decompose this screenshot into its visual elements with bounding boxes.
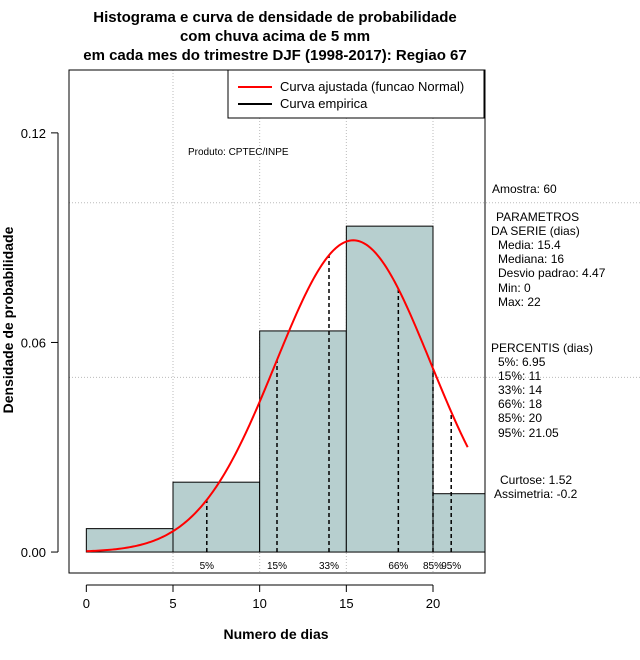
percentile-label: 33% [319, 561, 339, 572]
percentile-label: 5% [200, 561, 215, 572]
param-mediana: Mediana: 16 [498, 252, 564, 266]
histogram-bar [345, 225, 434, 553]
percentil-85: 85%: 20 [498, 411, 542, 425]
y-axis-label: Densidade de probabilidade [0, 226, 16, 413]
percentil-15: 15%: 11 [498, 369, 541, 383]
percentile-label: 85% [423, 561, 443, 572]
histogram-bar [259, 330, 347, 553]
param-min: Min: 0 [498, 281, 531, 295]
product-annotation: Produto: CPTEC/INPE [188, 147, 289, 158]
percentile-label: 95% [441, 561, 461, 572]
param-media: Media: 15.4 [498, 238, 561, 252]
y-tick-label: 0.00 [21, 545, 46, 560]
curtose-value: Curtose: 1.52 [500, 473, 572, 487]
axis-layer: 0 5 10 15 20 0.00 0.06 0.12 [21, 126, 441, 611]
y-tick-label: 0.12 [21, 126, 46, 141]
percentil-5: 5%: 6.95 [498, 355, 546, 369]
chart-title-line-1: Histograma e curva de densidade de proba… [93, 9, 456, 26]
x-tick-label: 20 [426, 596, 440, 611]
legend-box [227, 69, 485, 119]
percentil-33: 33%: 14 [498, 383, 542, 397]
curve-layer [86, 239, 469, 553]
bar-layer [85, 225, 486, 553]
chart-title-line-3: em cada mes do trimestre DJF (1998-2017)… [83, 47, 467, 64]
sample-size: Amostra: 60 [492, 182, 557, 196]
percentile-label: 66% [388, 561, 408, 572]
param-desvio: Desvio padrao: 4.47 [498, 266, 606, 280]
legend: Curva ajustada (funcao Normal) Curva emp… [227, 69, 485, 119]
histogram-bar [172, 481, 261, 553]
x-axis-label: Numero de dias [223, 626, 328, 642]
percentile-label: 15% [267, 561, 287, 572]
legend-label-empirical: Curva empirica [280, 96, 368, 111]
side-panel: Amostra: 60 PARAMETROS DA SERIE (dias) M… [491, 182, 606, 501]
normal-fit-curve [86, 239, 469, 553]
params-title-1: PARAMETROS [496, 210, 579, 224]
chart-title-line-2: com chuva acima de 5 mm [180, 28, 370, 45]
percentil-66: 66%: 18 [498, 397, 542, 411]
legend-label-normal: Curva ajustada (funcao Normal) [280, 79, 464, 94]
histogram-bar [432, 493, 486, 553]
percentile-layer: 5% 15% 33% 66% 85%95% [200, 255, 461, 572]
params-title-2: DA SERIE (dias) [491, 224, 580, 238]
percentis-title: PERCENTIS (dias) [491, 341, 593, 355]
x-tick-label: 0 [83, 596, 90, 611]
x-tick-label: 15 [339, 596, 353, 611]
percentil-95: 95%: 21.05 [498, 426, 559, 440]
param-max: Max: 22 [498, 295, 541, 309]
histogram-bar [85, 528, 174, 553]
assimetria-value: Assimetria: -0.2 [494, 487, 578, 501]
x-tick-label: 5 [169, 596, 176, 611]
x-tick-label: 10 [252, 596, 266, 611]
y-tick-label: 0.06 [21, 335, 46, 350]
